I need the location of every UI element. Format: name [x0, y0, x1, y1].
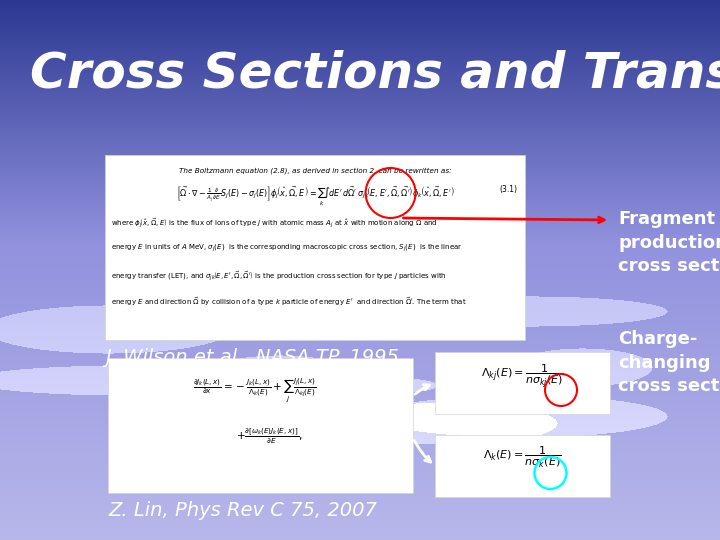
Text: (3.1): (3.1) [499, 185, 517, 194]
Text: $\Lambda_k(E)=\dfrac{1}{n\sigma_k(E)}$: $\Lambda_k(E)=\dfrac{1}{n\sigma_k(E)}$ [483, 445, 562, 470]
Text: Fragment
production
cross sections: Fragment production cross sections [618, 210, 720, 275]
Text: $\Lambda_{kj}(E)=\dfrac{1}{n\sigma_{kj}(E)}$: $\Lambda_{kj}(E)=\dfrac{1}{n\sigma_{kj}(… [481, 362, 564, 390]
Text: Z. Lin, Phys Rev C 75, 2007: Z. Lin, Phys Rev C 75, 2007 [108, 501, 377, 520]
Text: $\frac{\partial J_k(L,x)}{\partial x}=-\frac{J_k(L,x)}{\Lambda_k(E)}+\sum_j\frac: $\frac{\partial J_k(L,x)}{\partial x}=-\… [192, 376, 316, 404]
Text: $\left[\vec{\Omega}\cdot\nabla-\frac{1}{A_j}\frac{\partial}{\partial E}S_j(E)-\s: $\left[\vec{\Omega}\cdot\nabla-\frac{1}{… [176, 185, 454, 208]
Bar [108, 358, 413, 493]
Text: energy transfer (LET), and $\sigma_{jk}\!\left(E,E',\vec{\Omega},\vec{\Omega}'\r: energy transfer (LET), and $\sigma_{jk}\… [111, 269, 447, 283]
Text: Cross Sections and Transport: Cross Sections and Transport [30, 50, 720, 98]
Text: energy $E$ in units of $A$ MeV, $\sigma_j(E)$  is the corresponding macroscopic : energy $E$ in units of $A$ MeV, $\sigma_… [111, 243, 463, 254]
Text: Charge-
changing
cross sections: Charge- changing cross sections [618, 330, 720, 395]
Text: where $\phi_j\!\left(\hat{x},\vec{\Omega},E\right)$ is the flux of ions of type : where $\phi_j\!\left(\hat{x},\vec{\Omega… [111, 217, 438, 231]
Text: $+\frac{\partial\left[\omega_k(E)J_k(E,x)\right]}{\partial E},$: $+\frac{\partial\left[\omega_k(E)J_k(E,x… [236, 426, 303, 446]
Bar [105, 155, 525, 340]
Text: The Boltzmann equation (2.8), as derived in section 2, can be rewritten as:: The Boltzmann equation (2.8), as derived… [179, 167, 451, 173]
Bar [435, 435, 610, 497]
Text: energy $E$ and direction $\vec{\Omega}$ by collision of a type $k$ particle of e: energy $E$ and direction $\vec{\Omega}$ … [111, 295, 467, 307]
Text: J. Wilson et al., NASA TP, 1995: J. Wilson et al., NASA TP, 1995 [105, 348, 399, 367]
Bar [435, 352, 610, 414]
